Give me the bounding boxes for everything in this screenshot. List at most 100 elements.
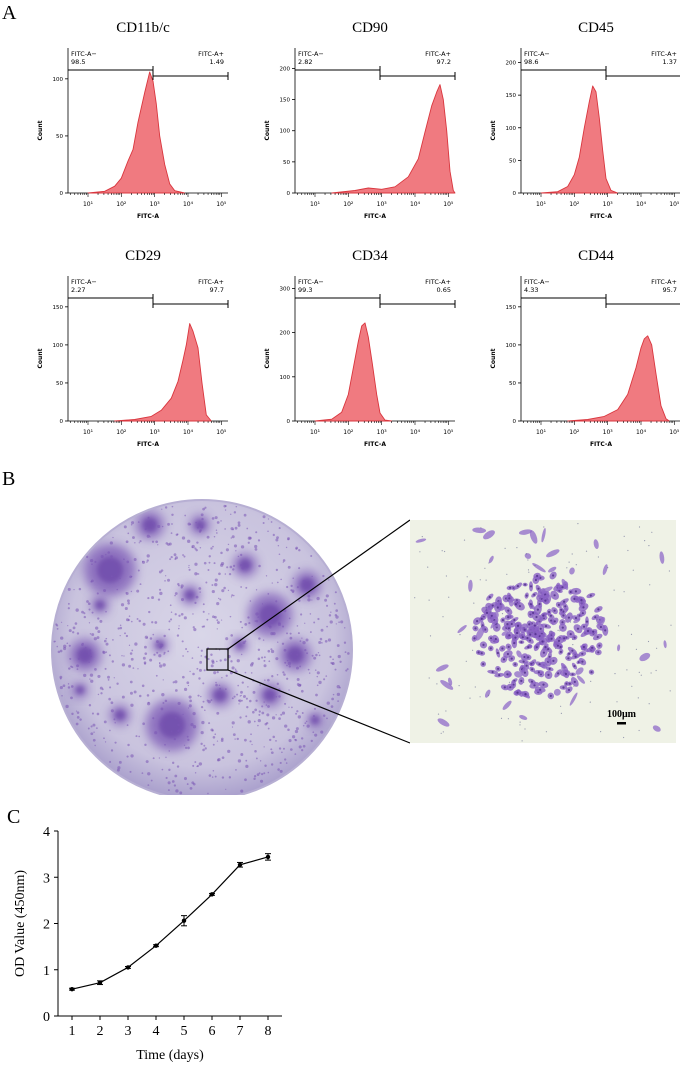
gate-positive-value: 95.7 [663,286,677,294]
histogram-cd29: CD29 0 50 100 150 Count 10¹ 10² 10³ 10⁴ 10⁵ FITC-A… [28,248,238,453]
gate-positive-value: 97.2 [437,58,451,66]
x-tick-label: 10⁴ [636,429,647,436]
x-tick-label: 10⁵ [669,201,680,208]
gate-negative-label: FITC-A− [298,50,324,58]
y-tick-label: 2 [43,918,50,933]
histogram-curve [331,84,456,194]
zoom-line-top [227,519,411,650]
data-point [265,854,271,860]
y-tick-label: 100 [280,375,291,381]
x-tick-label: 10⁴ [410,201,421,208]
histogram-title: CD90 [352,20,388,36]
x-tick-label: 4 [153,1024,160,1039]
culture-plate-photo [51,499,353,795]
gate-positive-label: FITC-A+ [425,278,451,286]
x-tick-label: 10¹ [310,201,321,208]
histogram-plot: 0 50 100 150 Count 10¹ 10² 10³ 10⁴ 10⁵ FITC-A FITC-… [490,276,680,448]
data-point [181,918,187,923]
y-axis-label: Count [37,120,44,140]
x-tick-label: 10⁵ [669,429,680,436]
y-tick-label: 0 [513,419,517,425]
panel-label-c: C [7,806,21,828]
histogram-plot: 0 50 100 150 Count 10¹ 10² 10³ 10⁴ 10⁵ FITC-A FITC-… [37,276,229,448]
y-tick-label: 0 [43,1010,50,1025]
x-tick-label: 1 [69,1024,76,1039]
x-tick-label: 10² [116,201,127,208]
y-tick-label: 50 [509,158,516,164]
micrograph-image: 100μm [410,520,676,743]
x-tick-label: 10² [343,429,354,436]
zoom-region-box [206,648,229,671]
histogram-curve [314,322,393,422]
histogram-curve [540,85,619,194]
x-tick-label: 5 [181,1024,188,1039]
y-tick-label: 200 [280,66,291,72]
histogram-cd11bc: CD11b/c 0 50 100 Count 10¹ 10² 10³ 10⁴ 10⁵ FITC-A… [28,20,238,225]
x-tick-label: 10³ [603,201,614,208]
gate-negative-label: FITC-A− [298,278,324,286]
scale-bar [617,722,626,725]
scale-bar-label: 100μm [607,709,637,720]
histogram-title: CD45 [578,20,614,36]
gate-negative-label: FITC-A− [71,278,97,286]
gate-negative-value: 98.5 [71,58,85,66]
y-axis-label: Count [264,120,271,140]
gate-positive-label: FITC-A+ [425,50,451,58]
y-axis-label: Count [264,348,271,368]
x-tick-label: 10³ [377,201,388,208]
x-tick-label: 10³ [603,429,614,436]
y-axis-label: Count [490,120,497,140]
x-axis-label: FITC-A [364,441,386,448]
y-axis-label: Count [490,348,497,368]
histogram-title: CD29 [125,248,161,264]
gate-negative-label: FITC-A− [524,278,550,286]
gate-positive-value: 1.49 [210,58,224,66]
y-tick-label: 100 [506,343,517,349]
y-tick-label: 100 [53,343,64,349]
x-tick-label: 10² [569,201,580,208]
x-axis-label: FITC-A [137,441,159,448]
data-point [153,943,159,948]
x-tick-label: 10¹ [536,201,547,208]
panel-label-b: B [2,468,16,490]
y-tick-label: 150 [506,305,517,311]
x-tick-label: 10³ [377,429,388,436]
histogram-cd45: CD45 0 50 100 150 200 Count 10¹ 10² 10³ 10⁴ 10⁵ FIT… [481,20,680,225]
zoom-line-bottom [227,669,411,744]
y-tick-label: 50 [283,160,290,166]
x-tick-label: 10² [116,429,127,436]
gate-negative-value: 99.3 [298,286,312,294]
gate-positive-label: FITC-A+ [198,50,224,58]
y-tick-label: 150 [280,98,291,104]
gate-positive-value: 97.7 [210,286,224,294]
y-tick-label: 100 [53,77,64,83]
x-tick-label: 2 [97,1024,104,1039]
gate-negative-value: 4.33 [524,286,538,294]
gate-negative-value: 2.27 [71,286,85,294]
y-tick-label: 0 [287,419,291,425]
gate-negative-label: FITC-A− [524,50,550,58]
panel-label-a: A [2,2,17,24]
y-tick-label: 0 [513,191,517,197]
y-tick-label: 0 [287,191,291,197]
x-tick-label: 10⁴ [183,429,194,436]
gate-negative-value: 98.6 [524,58,538,66]
y-tick-label: 50 [509,381,516,387]
gate-negative-label: FITC-A− [71,50,97,58]
y-tick-label: 1 [43,964,50,979]
histogram-cd44: CD44 0 50 100 150 Count 10¹ 10² 10³ 10⁴ 10⁵ FITC-A… [481,248,680,453]
y-tick-label: 0 [60,419,64,425]
x-tick-label: 10³ [150,429,161,436]
x-tick-label: 7 [237,1024,244,1039]
histogram-title: CD11b/c [116,20,170,36]
histogram-plot: 0 50 100 Count 10¹ 10² 10³ 10⁴ 10⁵ FITC-A FITC-A−9… [37,48,229,220]
x-tick-label: 10³ [150,201,161,208]
x-tick-label: 10¹ [83,429,94,436]
x-tick-label: 10¹ [83,201,94,208]
x-tick-label: 10² [343,201,354,208]
gate-positive-label: FITC-A+ [198,278,224,286]
y-tick-label: 4 [43,825,50,840]
y-tick-label: 150 [506,93,517,99]
y-tick-label: 150 [53,305,64,311]
x-axis-label: Time (days) [136,1048,204,1063]
